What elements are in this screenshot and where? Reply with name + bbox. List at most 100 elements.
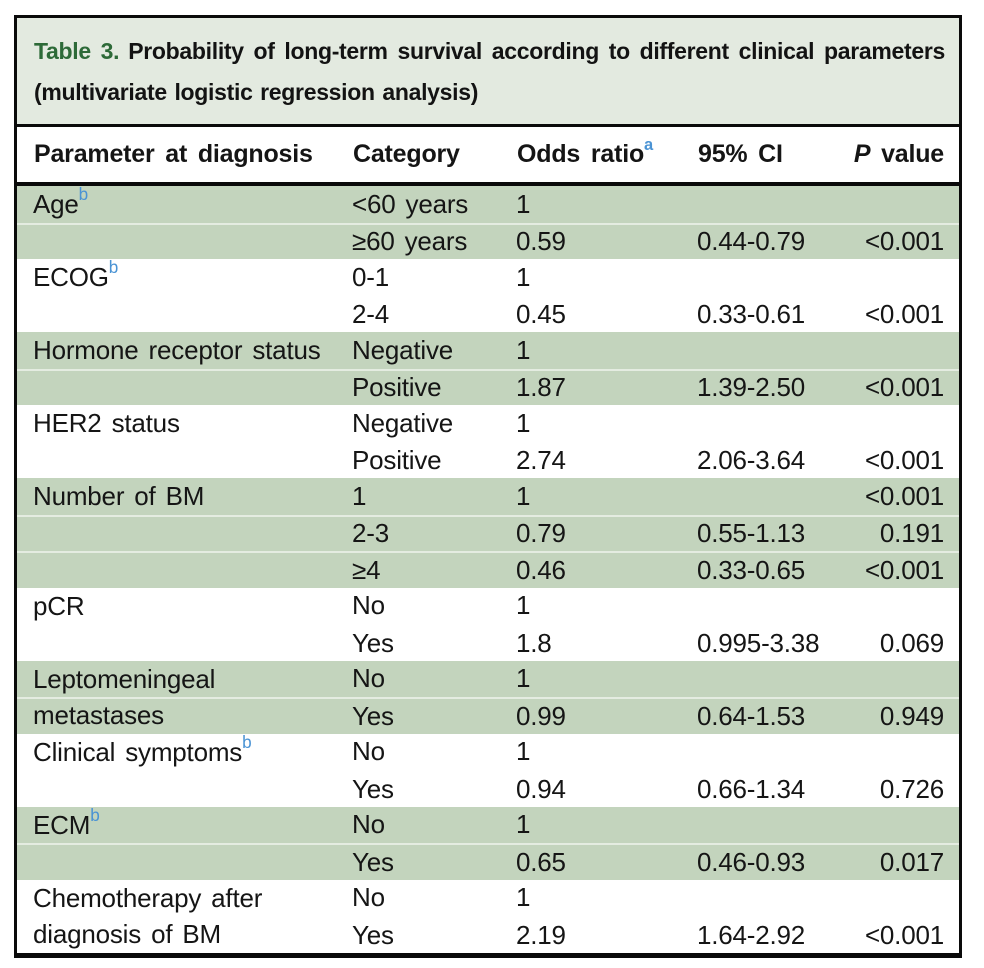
category-cell: No (352, 882, 385, 913)
ci-cell: 0.46-0.93 (697, 846, 806, 877)
p-value-cell: <0.001 (864, 480, 944, 511)
parameter-name: Number of BM (33, 481, 205, 511)
p-value-cell: 0.017 (879, 846, 944, 877)
odds-ratio-cell: 1 (516, 809, 531, 840)
footnote-a-marker: a (644, 135, 654, 154)
p-value-cell: <0.001 (864, 372, 944, 403)
category-cell: Negative (352, 334, 454, 365)
table-row: Yes 0.65 0.46-0.93 0.017 (17, 843, 959, 880)
odds-ratio-cell: 0.79 (516, 518, 566, 549)
category-cell: No (352, 809, 385, 840)
table-row: 1 1 <0.001 (17, 478, 959, 515)
parameter-name: Hormone receptor status (33, 335, 321, 365)
category-cell: Yes (352, 919, 394, 950)
odds-ratio-cell: 0.94 (516, 773, 566, 804)
table-row: No 1 (17, 880, 959, 917)
p-value-cell: <0.001 (864, 919, 944, 950)
category-cell: Yes (352, 846, 394, 877)
category-cell: 2-3 (352, 518, 389, 549)
category-cell: No (352, 663, 385, 694)
table-number: Table 3. (34, 38, 120, 64)
parameter-name: Leptomeningeal metastases (33, 663, 216, 731)
col-header-category: Category (353, 140, 460, 168)
category-cell: Yes (352, 773, 394, 804)
odds-ratio-cell: 1.8 (516, 627, 552, 658)
param-group-chemotherapy-after-bm: Chemotherapy after diagnosis of BM No 1 … (17, 879, 959, 953)
p-value-cell: 0.949 (879, 700, 944, 731)
p-value-cell: 0.726 (879, 773, 944, 804)
table-row: <60 years 1 (17, 186, 959, 223)
param-group-leptomeningeal-metastases: Leptomeningeal metastases No 1 Yes 0.99 … (17, 660, 959, 734)
param-group-pcr: pCR No 1 Yes 1.8 0.995-3.38 0.069 (17, 587, 959, 661)
table-row: Yes 1.8 0.995-3.38 0.069 (17, 624, 959, 661)
ci-cell: 0.55-1.13 (697, 518, 806, 549)
p-value-cell: 0.069 (879, 627, 944, 658)
table-row: No 1 (17, 734, 959, 771)
ci-cell: 0.64-1.53 (697, 700, 806, 731)
odds-ratio-cell: 1 (516, 590, 531, 621)
odds-ratio-cell: 1 (516, 882, 531, 913)
odds-ratio-cell: 1 (516, 334, 531, 365)
table-row: Negative 1 (17, 332, 959, 369)
parameter-name: HER2 status (33, 408, 180, 438)
parameter-name: ECOGb (33, 257, 119, 292)
ci-cell: 1.64-2.92 (697, 919, 806, 950)
category-cell: Positive (352, 445, 442, 476)
category-cell: Yes (352, 627, 394, 658)
ci-cell: 1.39-2.50 (697, 372, 806, 403)
p-value-cell: 0.191 (879, 518, 944, 549)
odds-ratio-cell: 0.46 (516, 554, 566, 585)
p-value-cell: <0.001 (864, 445, 944, 476)
table-row: Yes 2.19 1.64-2.92 <0.001 (17, 916, 959, 953)
p-value-cell: <0.001 (864, 226, 944, 257)
param-group-ecm: ECMb No 1 Yes 0.65 0.46-0.93 0.017 (17, 804, 959, 880)
table-row: 0-1 1 (17, 259, 959, 296)
category-cell: ≥60 years (352, 226, 468, 257)
parameter-name: Ageb (33, 184, 89, 219)
category-cell: No (352, 736, 385, 767)
odds-ratio-cell: 0.99 (516, 700, 566, 731)
col-header-odds-ratio: Odds ratioa (517, 135, 654, 168)
footnote-b-marker: b (78, 184, 89, 205)
table-row: Positive 2.74 2.06-3.64 <0.001 (17, 441, 959, 479)
odds-ratio-cell: 1 (516, 261, 531, 292)
param-group-hormone-receptor-status: Hormone receptor status Negative 1 Posit… (17, 332, 959, 405)
odds-ratio-cell: 0.65 (516, 846, 566, 877)
ci-cell: 0.33-0.65 (697, 554, 806, 585)
category-cell: 0-1 (352, 261, 389, 292)
parameter-name: Clinical symptomsb (33, 731, 252, 767)
footnote-b-marker: b (108, 257, 119, 278)
column-headers: Parameter at diagnosis Category Odds rat… (17, 127, 959, 186)
category-cell: 2-4 (352, 299, 389, 330)
parameter-name: Chemotherapy after diagnosis of BM (33, 882, 263, 950)
table-row: Negative 1 (17, 405, 959, 442)
table-title-text: Probability of long-term survival accord… (34, 38, 945, 105)
parameter-name: ECMb (33, 804, 100, 840)
category-cell: Positive (352, 372, 442, 403)
col-header-ci: 95% CI (698, 140, 783, 168)
odds-ratio-cell: 1 (516, 736, 531, 767)
category-cell: 1 (352, 480, 367, 511)
ci-cell: 0.66-1.34 (697, 773, 806, 804)
category-cell: No (352, 590, 385, 621)
ci-cell: 0.44-0.79 (697, 226, 806, 257)
footnote-b-marker: b (90, 804, 100, 825)
odds-ratio-cell: 1 (516, 480, 531, 511)
odds-ratio-cell: 1 (516, 663, 531, 694)
col-header-p-value: P value (853, 140, 944, 168)
param-group-clinical-symptoms: Clinical symptomsb No 1 Yes 0.94 0.66-1.… (17, 731, 959, 807)
category-cell: <60 years (352, 188, 469, 219)
p-value-cell: <0.001 (864, 554, 944, 585)
odds-ratio-cell: 0.59 (516, 226, 566, 257)
table-3-card: Table 3. Probability of long-term surviva… (14, 15, 962, 958)
odds-ratio-cell: 1 (516, 407, 531, 438)
odds-ratio-cell: 1.87 (516, 372, 566, 403)
table-row: ≥4 0.46 0.33-0.65 <0.001 (17, 551, 959, 588)
table-row: 2-4 0.45 0.33-0.61 <0.001 (17, 295, 959, 333)
table-row: 2-3 0.79 0.55-1.13 0.191 (17, 514, 959, 552)
table-title: Table 3. Probability of long-term surviva… (17, 18, 959, 127)
category-cell: Yes (352, 700, 394, 731)
table-row: ≥60 years 0.59 0.44-0.79 <0.001 (17, 222, 959, 260)
category-cell: Negative (352, 407, 454, 438)
table-row: Yes 0.94 0.66-1.34 0.726 (17, 770, 959, 807)
